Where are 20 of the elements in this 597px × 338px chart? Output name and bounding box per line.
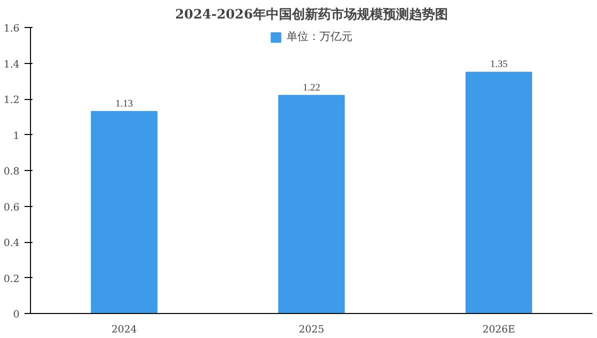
bar — [466, 72, 532, 314]
bar — [278, 94, 345, 314]
y-tick-label: 1.2 — [4, 95, 20, 106]
y-tick-label: 0 — [13, 310, 20, 320]
y-tick-label: 0.6 — [4, 202, 20, 214]
data-label: 1.13 — [115, 98, 133, 110]
x-tick-label: 2024 — [111, 324, 137, 336]
x-tick-label: 2025 — [298, 324, 324, 336]
bar — [90, 111, 158, 314]
y-tick-label: 0.2 — [4, 274, 20, 285]
x-tick-label: 2026E — [482, 324, 516, 336]
data-label: 1.35 — [490, 59, 508, 70]
y-tick-label: 1.4 — [4, 59, 20, 70]
y-tick-label: 1 — [13, 130, 20, 142]
y-tick-label: 0.8 — [4, 166, 20, 178]
data-label: 1.22 — [302, 82, 320, 94]
y-tick-label: 1.6 — [4, 24, 20, 34]
y-tick-label: 0.4 — [4, 238, 20, 249]
legend-label: 单位：万亿元 — [286, 30, 352, 44]
chart-title: 2024-2026年中国创新药市场规模预测趋势图 — [175, 6, 448, 22]
